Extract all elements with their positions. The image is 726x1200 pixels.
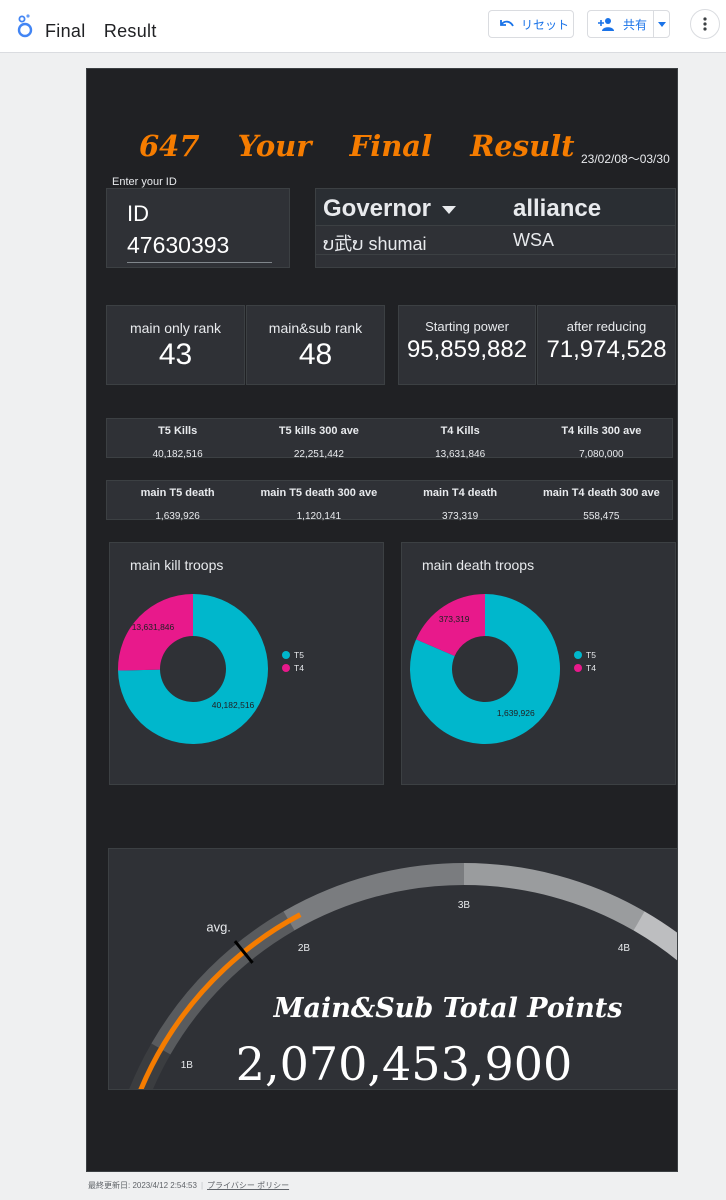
legend-label: T5 [294,650,304,660]
stat-cell: main T4 death 300 ave 558,475 [542,487,660,522]
gauge-tick-label: 2B [298,943,311,954]
death-troops-chart-panel: main death troops 1,639,926 373,319 T5 T4 [401,542,676,785]
governor-name: ບ武ບ shumai [323,234,427,254]
card-starting-power: Starting power 95,859,882 [398,305,536,385]
undo-icon [500,20,514,27]
stat-cell: T5 Kills 40,182,516 [152,425,203,460]
reset-label: リセット [521,17,570,32]
share-button[interactable]: 共有 [587,10,670,38]
report-period: 23/02/08～03/30 [581,152,670,166]
governor-column-header[interactable]: Governor [323,195,456,223]
gauge-tick-label: 4B [618,943,631,954]
card-main-sub-rank: main&sub rank 48 [246,305,385,385]
card-value: 43 [158,338,193,371]
card-label: main only rank [129,320,222,336]
reset-button[interactable]: リセット [488,10,574,38]
share-label: 共有 [623,17,648,32]
governor-table-footer [316,254,675,267]
looker-studio-logo-icon [17,14,33,38]
share-main[interactable]: 共有 [588,11,654,37]
last-updated: 最終更新日: 2023/4/12 2:54:53 [88,1181,197,1190]
footer: 最終更新日: 2023/4/12 2:54:53 | プライバシー ポリシー [88,1180,289,1191]
card-label: after reducing [566,319,647,334]
more-options-button[interactable] [690,9,720,39]
stat-cell: main T4 death 373,319 [423,487,498,522]
death-table: main T5 death 1,639,926 main T5 death 300… [106,480,673,522]
stat-cell: T4 kills 300 ave 7,080,000 [561,425,642,460]
card-label: Starting power [425,319,509,334]
card-after-reducing: after reducing 71,974,528 [537,305,676,385]
governor-table: Governor alliance ບ武ບ shumai WSA [315,188,676,268]
footer-separator: | [200,1181,204,1190]
card-value: 71,974,528 [546,336,667,363]
kill-troops-donut-chart[interactable]: 40,182,516 13,631,846 T5 T4 [110,579,383,779]
governor-table-header: Governor alliance [316,189,675,226]
legend-label: T4 [586,663,596,673]
legend-swatch [574,664,582,672]
card-main-only-rank: main only rank 43 [106,305,245,385]
gauge-tick-label: 1B [181,1060,194,1071]
card-label: main&sub rank [268,320,363,336]
caret-down-icon [657,21,666,27]
legend-swatch [282,651,290,659]
share-dropdown[interactable] [654,21,669,27]
gauge-band [151,911,295,1055]
gauge-band [633,911,677,961]
slice-data-label: 1,639,926 [497,708,535,718]
more-vert-icon [703,17,707,31]
legend-swatch [282,664,290,672]
stat-cell: T4 Kills 13,631,846 [435,425,486,460]
privacy-policy-link[interactable]: プライバシー ポリシー [207,1181,290,1190]
donut-slice-t5[interactable] [410,594,560,744]
id-input[interactable]: 47630393 [127,232,272,263]
death-troops-donut-chart[interactable]: 1,639,926 373,319 T5 T4 [402,579,675,779]
legend-swatch [574,651,582,659]
slice-data-label: 40,182,516 [212,700,255,710]
governor-alliance: WSA [513,230,555,250]
id-input-panel[interactable]: ID 47630393 [106,188,290,268]
alliance-column-header[interactable]: alliance [513,195,602,222]
report-title: 647 Your Final Result [139,129,575,163]
gauge-title: Main&Sub Total Points [273,993,623,1024]
gauge-tick-label: 3B [458,900,471,911]
legend-label: T5 [586,650,596,660]
chart-title: main kill troops [130,557,224,573]
kill-troops-chart-panel: main kill troops 40,182,516 13,631,846 T5 T… [109,542,384,785]
gauge-value-arc [138,912,302,1089]
donut-slice-t5[interactable] [118,594,269,744]
total-points-gauge-panel: avg.1B2B3B4B5B Main&Sub Total Points 2,0… [108,848,678,1090]
id-caption: Enter your ID [112,176,177,188]
donut-slice-t4[interactable] [416,594,485,656]
sort-desc-icon [441,205,456,214]
gauge-band [283,862,465,931]
gauge-avg-marker [233,940,254,964]
report-canvas: 647 Your Final Result 23/02/08～03/30 Ent… [86,68,678,1172]
gauge-avg-label: avg. [206,919,231,934]
chart-title: main death troops [422,557,535,573]
stat-cell: main T5 death 300 ave 1,120,141 [260,487,378,522]
top-bar: Final Result リセット 共有 [0,0,726,53]
card-value: 95,859,882 [406,336,528,363]
stat-cell: main T5 death 1,639,926 [140,487,215,522]
gauge-value: 2,070,453,900 [235,1037,573,1090]
kills-table: T5 Kills 40,182,516 T5 kills 300 ave 22,25… [106,418,673,460]
card-value: 48 [298,338,333,371]
gauge-band [463,863,645,931]
slice-data-label: 13,631,846 [132,622,175,632]
legend-label: T4 [294,663,304,673]
slice-data-label: 373,319 [439,614,470,624]
total-points-gauge: avg.1B2B3B4B5B [129,862,677,1089]
id-label: ID [127,201,149,226]
stat-cell: T5 kills 300 ave 22,251,442 [278,425,359,460]
donut-slice-t4[interactable] [118,594,193,671]
add-person-icon [598,18,614,31]
report-name[interactable]: Final Result [45,21,157,41]
